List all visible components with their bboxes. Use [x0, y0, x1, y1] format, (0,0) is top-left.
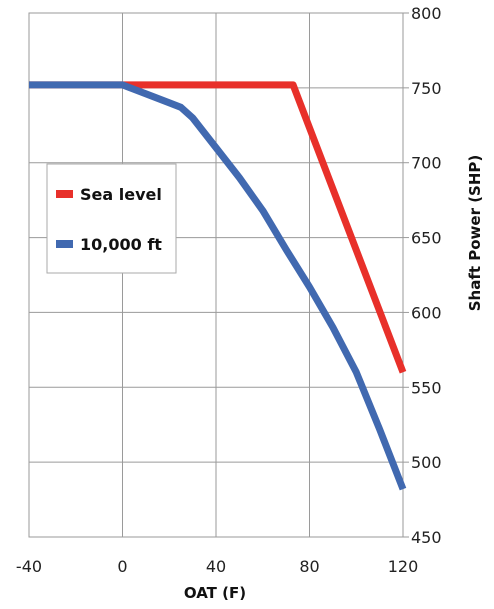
- y-tick-label: 550: [411, 378, 442, 397]
- y-axis-title: Shaft Power (SHP): [466, 155, 484, 312]
- y-tick-labels: 450 500 550 600 650 700 750 800: [411, 4, 442, 547]
- legend: Sea level 10,000 ft: [46, 163, 177, 274]
- x-tick-label: 120: [388, 557, 419, 576]
- y-tick-label: 750: [411, 79, 442, 98]
- legend-swatch-sea-level: [56, 190, 73, 198]
- grid: [28, 12, 409, 538]
- y-tick-label: 700: [411, 154, 442, 173]
- x-tick-label: -40: [16, 557, 42, 576]
- series-line-10-000-ft: [29, 81, 407, 491]
- legend-swatch-10000-ft: [56, 240, 73, 248]
- legend-label-sea-level: Sea level: [80, 185, 162, 204]
- x-tick-label: 80: [299, 557, 319, 576]
- series-layer: [29, 81, 407, 491]
- x-tick-label: 40: [206, 557, 226, 576]
- y-tick-label: 500: [411, 453, 442, 472]
- legend-label-10000-ft: 10,000 ft: [80, 235, 162, 254]
- y-tick-label: 650: [411, 229, 442, 248]
- x-tick-labels: -40 0 40 80 120: [16, 557, 418, 576]
- y-tick-label: 450: [411, 528, 442, 547]
- x-axis-title: OAT (F): [184, 584, 246, 602]
- x-tick-label: 0: [117, 557, 127, 576]
- y-tick-label: 600: [411, 303, 442, 322]
- legend-box: [46, 163, 177, 274]
- y-tick-label: 800: [411, 4, 442, 23]
